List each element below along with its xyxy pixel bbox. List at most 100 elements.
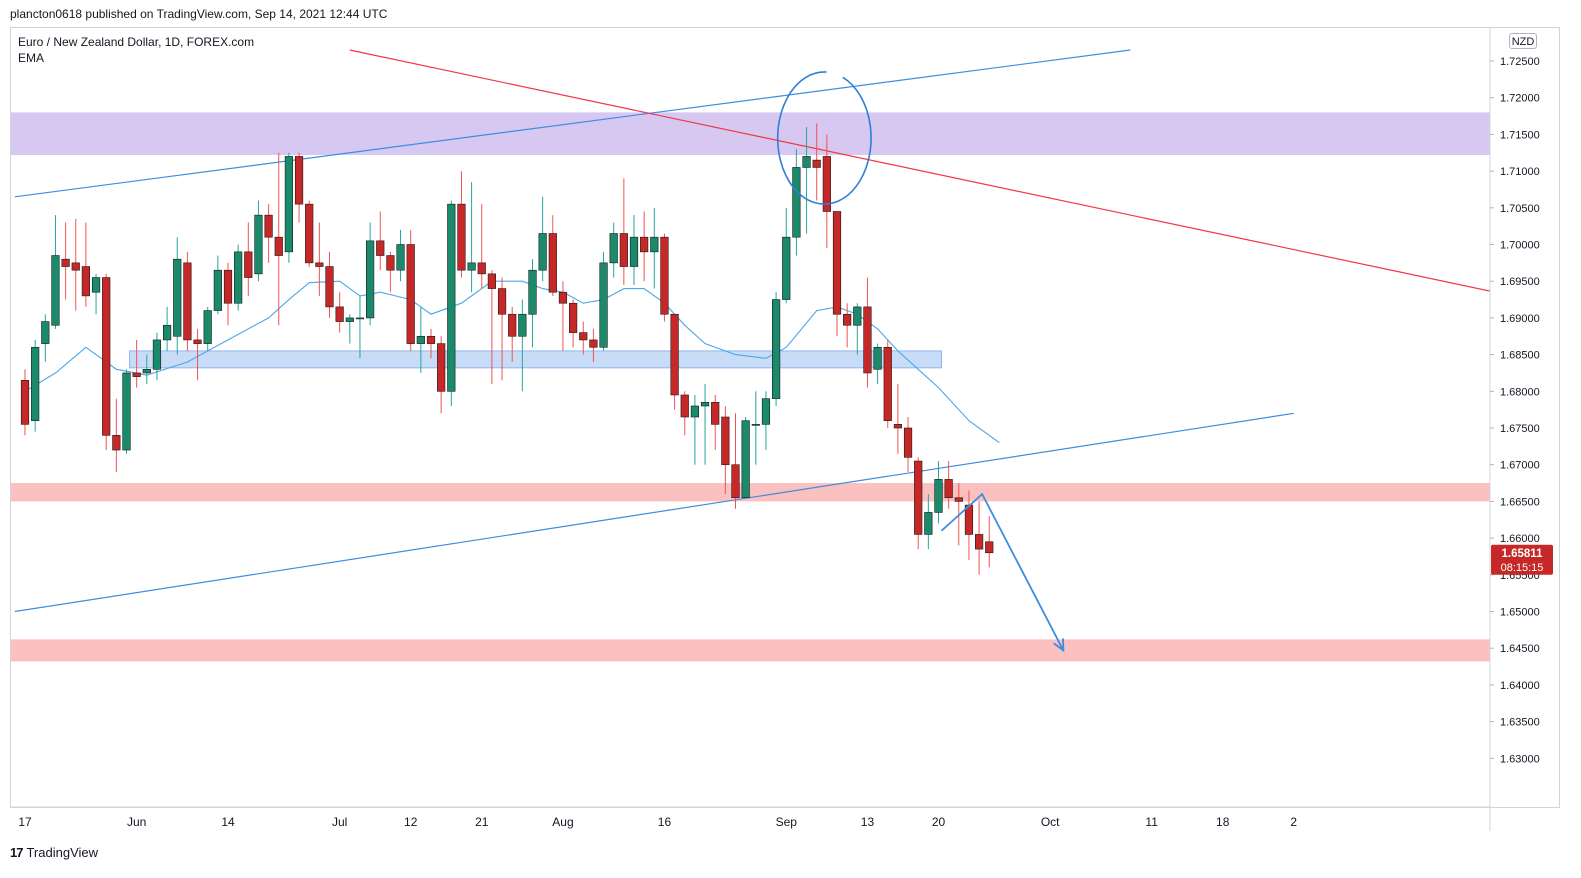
candle-body-34 [365,240,375,319]
time-tick-label: 12 [404,815,418,829]
candle-34 [365,222,375,326]
bar-countdown-label: 08:15:15 [1501,562,1544,574]
currency-button[interactable]: NZD [1509,33,1537,49]
candle-body-63 [660,236,669,315]
trendline-0 [14,49,1131,198]
candle-36 [386,251,395,293]
candle-45 [477,204,486,289]
candle-63 [660,233,669,322]
zones-layer [11,112,1490,662]
candle-body-13 [152,339,162,370]
candle-body-6 [81,266,90,297]
candle-2 [41,314,50,362]
candle-body-75 [782,236,791,300]
candle-body-38 [406,244,415,344]
candle-body-43 [457,203,466,271]
candle-94 [974,501,984,575]
candle-body-33 [355,317,365,320]
candle-body-81 [843,313,852,326]
candle-body-26 [284,156,294,253]
candle-90 [934,461,943,524]
candle-47 [497,277,507,381]
candle-78 [812,123,821,201]
candle-body-86 [893,424,902,429]
candle-body-84 [873,346,882,370]
candle-59 [619,178,628,285]
candle-42 [447,200,456,406]
candle-27 [294,152,304,223]
candle-body-0 [20,380,30,425]
candle-body-59 [619,233,628,267]
price-tick-label: 1.64000 [1500,680,1540,692]
candle-69 [721,405,730,495]
candle-73 [761,391,771,451]
candle-68 [711,394,720,451]
candle-12 [142,354,151,384]
candle-body-77 [802,156,811,168]
candle-body-28 [305,203,314,264]
candle-22 [244,222,253,296]
candle-body-4 [61,258,70,267]
time-tick-label: 17 [18,815,32,829]
candle-body-31 [335,306,344,322]
candle-body-27 [294,156,304,205]
candle-body-12 [142,368,151,374]
candle-body-78 [812,159,821,168]
candle-20 [223,262,233,326]
candle-56 [589,328,598,362]
candle-body-53 [558,291,568,304]
price-tick-label: 1.64500 [1500,643,1540,655]
candle-body-3 [51,255,60,326]
candle-70 [731,413,740,509]
time-tick-label: Jun [127,815,146,829]
candle-5 [71,218,80,311]
legend: Euro / New Zealand Dollar, 1D, FOREX.com… [18,34,254,66]
price-tick-label: 1.66000 [1500,533,1540,545]
candle-48 [508,306,517,362]
candle-60 [629,215,639,285]
candle-35 [376,211,385,271]
candle-body-70 [731,464,740,499]
candle-24 [264,204,273,263]
price-tick-label: 1.67000 [1500,460,1540,472]
candle-body-87 [903,427,913,458]
candle-body-83 [863,306,872,374]
candle-6 [81,222,90,307]
price-tick-label: 1.68500 [1500,350,1540,362]
zone-3 [11,639,1490,662]
price-tick-label: 1.70500 [1500,203,1540,215]
candle-body-44 [467,262,476,271]
candle-body-73 [761,398,771,425]
candle-38 [406,229,415,351]
candle-body-32 [345,317,354,322]
candle-95 [985,516,994,568]
indicator-label[interactable]: EMA [18,51,45,65]
candle-91 [944,461,953,509]
trendlines-layer [14,49,1490,613]
price-tick-label: 1.66500 [1500,496,1540,508]
candle-14 [163,306,172,351]
candle-body-54 [568,302,578,333]
candle-1 [31,339,40,432]
candle-body-39 [416,335,425,344]
candles-layer [20,123,994,575]
candle-body-37 [396,244,405,271]
candle-77 [802,127,811,234]
candle-39 [416,306,425,373]
candle-body-51 [538,233,547,271]
candle-64 [670,313,679,410]
candle-72 [751,391,760,465]
candle-body-58 [609,233,618,264]
candle-54 [568,299,578,348]
candle-body-79 [822,156,831,212]
time-axis: 17 Jun 14 Jul 12 21 Aug 16 Sep 13 20 Oct 11 18 2 [11,806,1490,829]
tradingview-brand[interactable]: 17 TradingView [10,845,98,860]
candle-58 [609,222,618,278]
candle-body-2 [41,321,50,344]
candle-74 [771,292,781,406]
candle-body-47 [497,288,507,315]
candle-21 [234,244,243,311]
zone-0 [11,112,1490,155]
candle-9 [112,398,121,473]
